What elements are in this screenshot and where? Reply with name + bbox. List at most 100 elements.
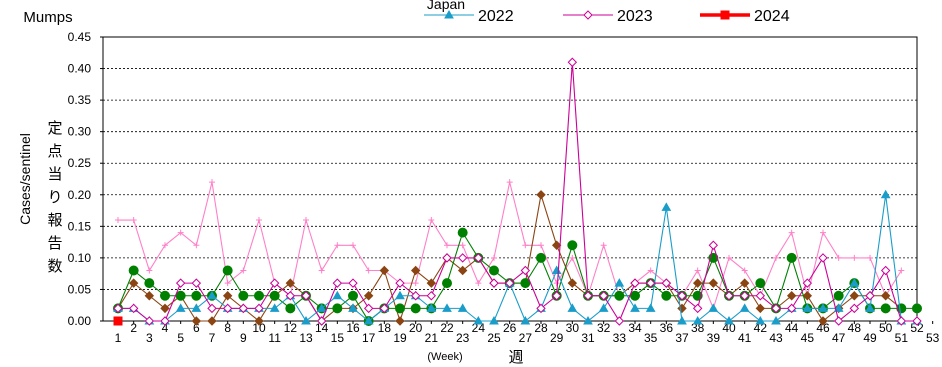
x-tick-label: 4 [162,321,169,335]
data-point [115,217,121,224]
data-point [254,290,264,301]
x-tick-label: 31 [581,331,595,345]
data-point [162,242,168,249]
x-tick-label: 51 [895,331,909,345]
y-tick-label: 0.25 [68,156,92,170]
x-tick-label: 17 [362,331,376,345]
data-point [739,291,750,301]
data-point [410,291,421,301]
data-point [614,290,625,301]
data-point [726,254,732,261]
data-point [457,227,468,238]
y-axis-label-ja-char: 点 [47,143,62,160]
legend-item-2024: 2024 [700,8,790,25]
data-point [536,252,546,263]
data-point [442,253,452,263]
data-point [207,290,217,300]
x-tick-label: 8 [224,321,231,335]
data-point [457,303,468,312]
data-point [128,278,139,288]
data-point [724,315,734,325]
data-point [395,303,405,314]
x-tick-label: 49 [863,331,877,345]
data-point [788,229,795,236]
x-tick-label: 44 [785,321,799,335]
data-point [363,315,374,325]
data-point [379,303,390,314]
x-tick-label: 32 [597,321,611,335]
x-tick-label: 53 [926,331,940,345]
data-point [428,217,435,224]
data-point [912,303,922,314]
data-point [598,303,609,312]
data-point [741,267,748,274]
x-tick-label: 47 [832,331,846,345]
data-point [645,278,656,288]
series-line [118,62,917,323]
data-point [410,265,421,276]
data-point [771,303,781,314]
y-axis-label: Cases/sentinel [17,133,33,225]
series-2024 [113,316,123,326]
data-point [880,291,891,301]
x-tick-label: 6 [193,321,200,335]
data-point [661,278,672,288]
series-history-0 [115,179,905,312]
y-tick-label: 0.10 [68,251,92,265]
data-point [692,278,703,288]
data-point [130,217,137,224]
x-tick-label: 13 [299,331,313,345]
x-tick-label: 34 [628,321,642,335]
x-tick-label: 18 [378,321,392,335]
x-tick-label: 15 [331,331,345,345]
data-point [538,242,544,249]
data-point [720,10,730,20]
x-tick-label: 29 [550,331,564,345]
data-point [191,303,202,312]
data-point [489,315,499,325]
data-point [739,278,750,288]
data-point [457,253,468,263]
x-tick-label: 36 [660,321,674,335]
data-point [536,190,546,200]
x-tick-label: 23 [456,331,470,345]
data-point [491,254,497,261]
data-point [677,315,687,325]
x-tick-label: 2 [130,321,137,335]
data-point [802,278,813,288]
data-point [442,278,452,289]
data-point [880,265,891,276]
data-point [348,303,358,312]
data-point [459,242,466,249]
data-point [567,57,578,67]
data-point [410,303,421,314]
y-tick-label: 0.40 [68,62,92,76]
data-point [348,278,358,288]
y-axis-label-ja-char: 報 [47,212,62,229]
data-point [238,303,249,314]
data-point [645,303,656,312]
data-point [755,291,766,301]
data-point [551,291,562,301]
data-point [473,315,484,325]
data-point [269,303,280,312]
y-axis-label-ja-char: 告 [47,235,62,252]
data-point [222,265,233,276]
data-point [835,254,842,261]
data-point [818,303,828,312]
data-point [849,278,860,287]
data-point [332,278,343,288]
data-point [551,240,562,250]
x-tick-label: 1 [115,331,122,345]
x-tick-label: 3 [146,331,153,345]
data-point [755,278,766,289]
data-point [583,315,593,325]
x-tick-label: 45 [801,331,815,345]
x-tick-label: 11 [268,331,281,345]
x-tick-label: 41 [738,331,752,345]
x-tick-label: 33 [613,331,627,345]
x-tick-label: 48 [848,321,862,335]
data-point [191,290,202,301]
